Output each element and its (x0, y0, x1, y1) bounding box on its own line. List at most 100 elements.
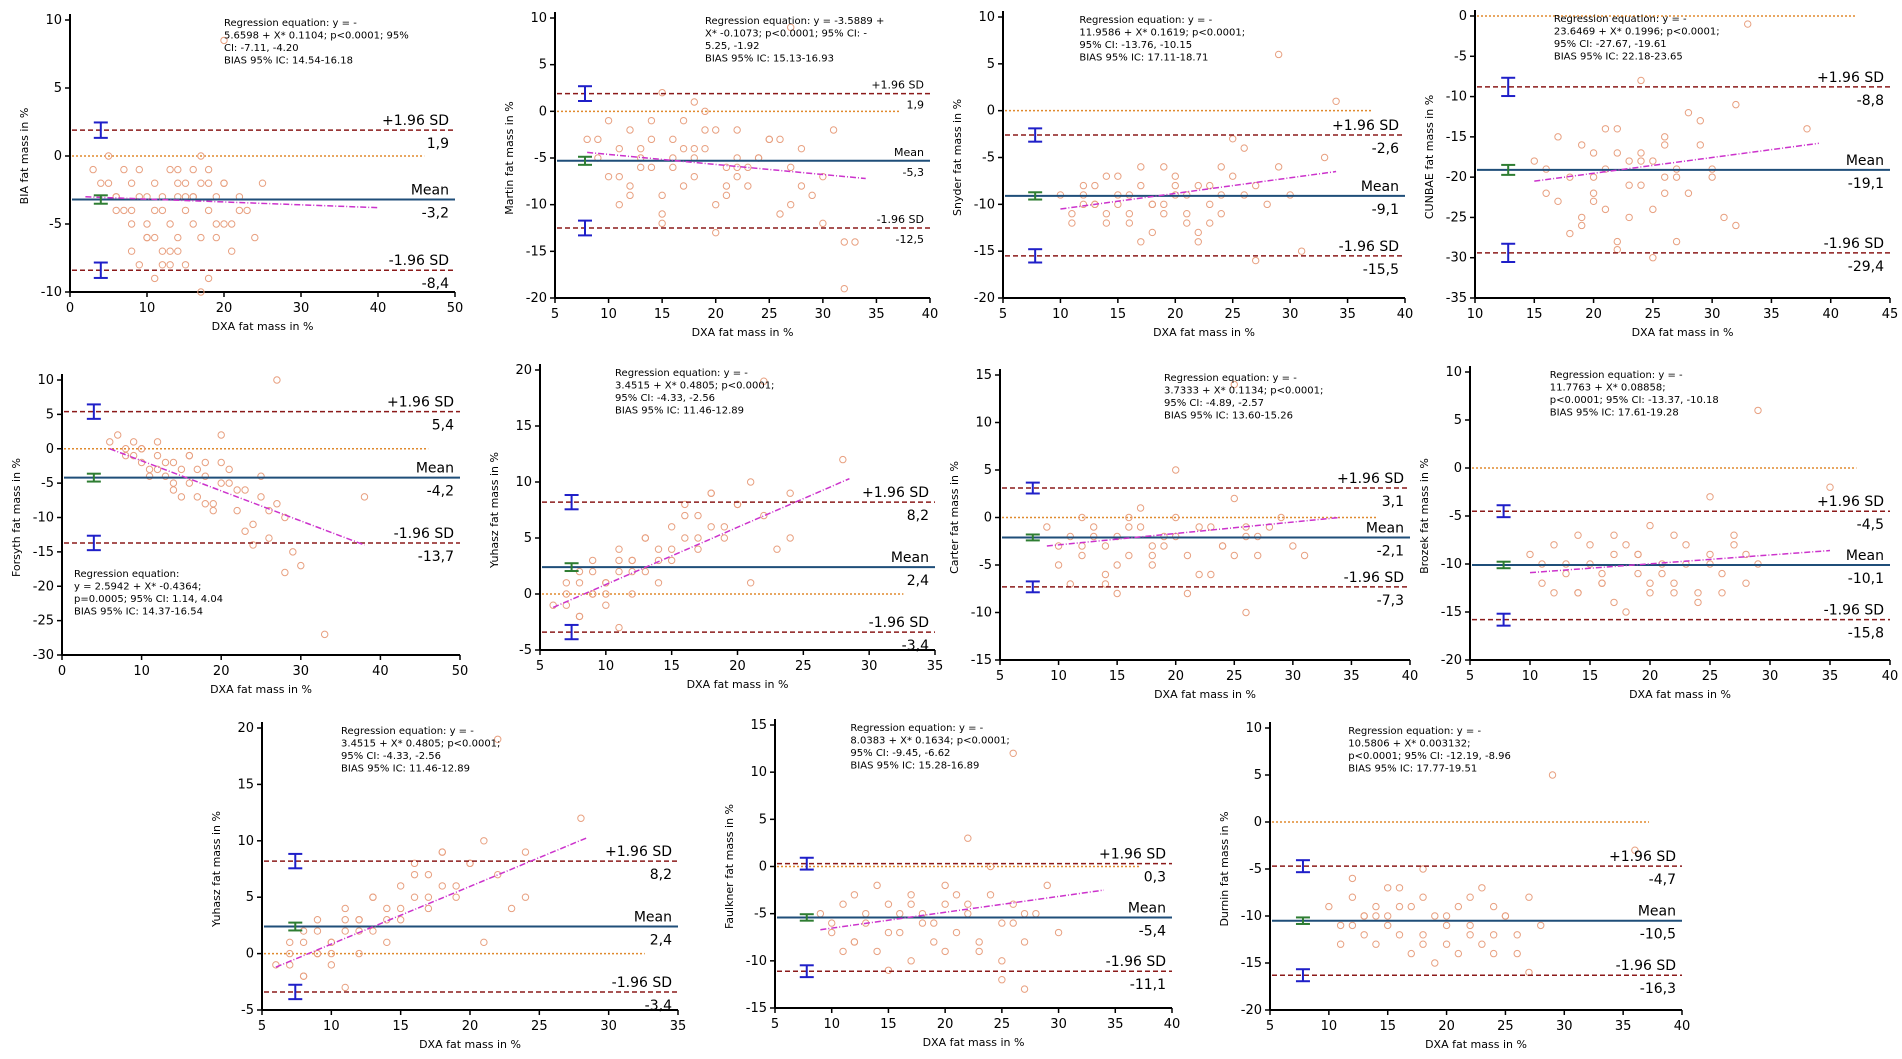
data-point (658, 219, 666, 228)
x-tick-label: 20 (729, 659, 746, 674)
data-point (145, 465, 154, 474)
data-point (615, 144, 623, 153)
y-tick-label: 0 (1459, 9, 1467, 24)
x-tick-label: 10 (1050, 669, 1067, 684)
data-point (151, 179, 159, 187)
regression-annotation-line: BIAS 95% IC: 11.46-12.89 (615, 406, 744, 417)
data-point (896, 928, 904, 937)
data-point (1661, 173, 1669, 181)
lower-sd-label-value: -29,4 (1848, 259, 1884, 275)
data-point (1649, 254, 1657, 262)
data-point (1598, 579, 1606, 587)
data-point (145, 472, 154, 480)
data-point (1125, 523, 1133, 531)
upper-sd-label-title: +1.96 SD (1817, 494, 1884, 510)
data-point (438, 848, 446, 856)
data-point (1360, 912, 1368, 920)
upper-sd-label-value: 1,9 (907, 99, 925, 112)
data-point (1649, 157, 1657, 165)
y-tick-label: 5 (524, 531, 532, 546)
lower-sd-label-title: -1.96 SD (612, 975, 672, 991)
data-point (1054, 561, 1063, 569)
upper-sd-label-value: 8,2 (907, 508, 929, 524)
data-point (707, 489, 715, 497)
upper-sd-label-value: -8,8 (1857, 93, 1884, 109)
data-point (1730, 541, 1738, 549)
data-point (494, 870, 502, 879)
data-point (281, 568, 289, 577)
data-point (1454, 949, 1463, 958)
data-point (681, 511, 689, 520)
data-point (615, 200, 623, 209)
y-tick-label: -5 (49, 217, 62, 232)
upper-sd-label-value: 1,9 (427, 136, 449, 152)
y-tick-label: -15 (526, 244, 547, 259)
y-tick-label: 15 (750, 718, 767, 733)
y-tick-label: 0 (246, 947, 254, 962)
data-point (786, 489, 794, 497)
data-point (120, 206, 128, 215)
data-point (369, 893, 377, 901)
data-point (1195, 523, 1203, 531)
regression-annotation-line: Regression equation: y = - (1164, 373, 1297, 384)
upper-sd-label-title: +1.96 SD (871, 79, 924, 92)
data-point (694, 511, 702, 520)
data-point (1622, 541, 1630, 549)
data-point (1649, 205, 1657, 214)
data-point (1020, 938, 1029, 946)
data-point (1610, 550, 1618, 559)
data-point (626, 126, 634, 134)
data-point (707, 523, 715, 531)
data-point (151, 206, 159, 215)
data-point (1137, 163, 1145, 171)
x-tick-label: 15 (1379, 1019, 1396, 1034)
data-point (681, 534, 689, 542)
data-point (480, 938, 488, 947)
data-point (174, 233, 182, 242)
data-point (1696, 117, 1704, 125)
data-point (828, 919, 836, 927)
data-point (746, 579, 755, 587)
data-point (1694, 589, 1702, 597)
data-point (840, 284, 848, 293)
lower-sd-label-value: -12,5 (896, 233, 924, 246)
data-point (313, 927, 322, 935)
x-tick-label: 25 (531, 1019, 548, 1034)
data-point (930, 919, 938, 927)
data-point (720, 523, 729, 531)
data-point (746, 478, 755, 486)
y-tick-label: 0 (759, 860, 767, 875)
data-point (235, 206, 244, 215)
data-point (174, 165, 182, 174)
x-tick-label: 10 (1467, 307, 1484, 322)
y-tick-label: -15 (1446, 130, 1467, 145)
mean-label-value: -4,2 (427, 484, 454, 500)
mean-label-title: Mean (1846, 153, 1884, 169)
data-point (941, 900, 949, 908)
data-point (1589, 149, 1598, 157)
data-point (1079, 200, 1088, 209)
data-point (701, 107, 709, 116)
y-tick-label: 10 (237, 834, 254, 849)
data-point (851, 238, 859, 246)
data-point (1658, 569, 1666, 578)
data-point (1136, 523, 1145, 531)
x-tick-label: 5 (1466, 669, 1474, 684)
y-tick-label: -30 (33, 648, 54, 663)
x-tick-label: 40 (1164, 1017, 1181, 1032)
data-point (1826, 483, 1834, 491)
data-point (575, 612, 584, 621)
data-point (1613, 149, 1621, 157)
data-point (602, 590, 610, 598)
regression-annotation-line: 11.7763 + X* 0.08858; (1550, 383, 1666, 394)
x-tick-label: 20 (213, 664, 230, 679)
data-point (1720, 213, 1728, 222)
data-point (1336, 940, 1345, 948)
y-tick-label: -5 (1249, 862, 1262, 877)
data-point (135, 261, 144, 269)
data-point (1183, 219, 1191, 227)
lower-sd-label-title: -1.96 SD (877, 213, 924, 226)
data-point (1574, 531, 1582, 539)
y-tick-label: -5 (241, 1003, 254, 1018)
upper-sd-label-title: +1.96 SD (862, 485, 929, 501)
